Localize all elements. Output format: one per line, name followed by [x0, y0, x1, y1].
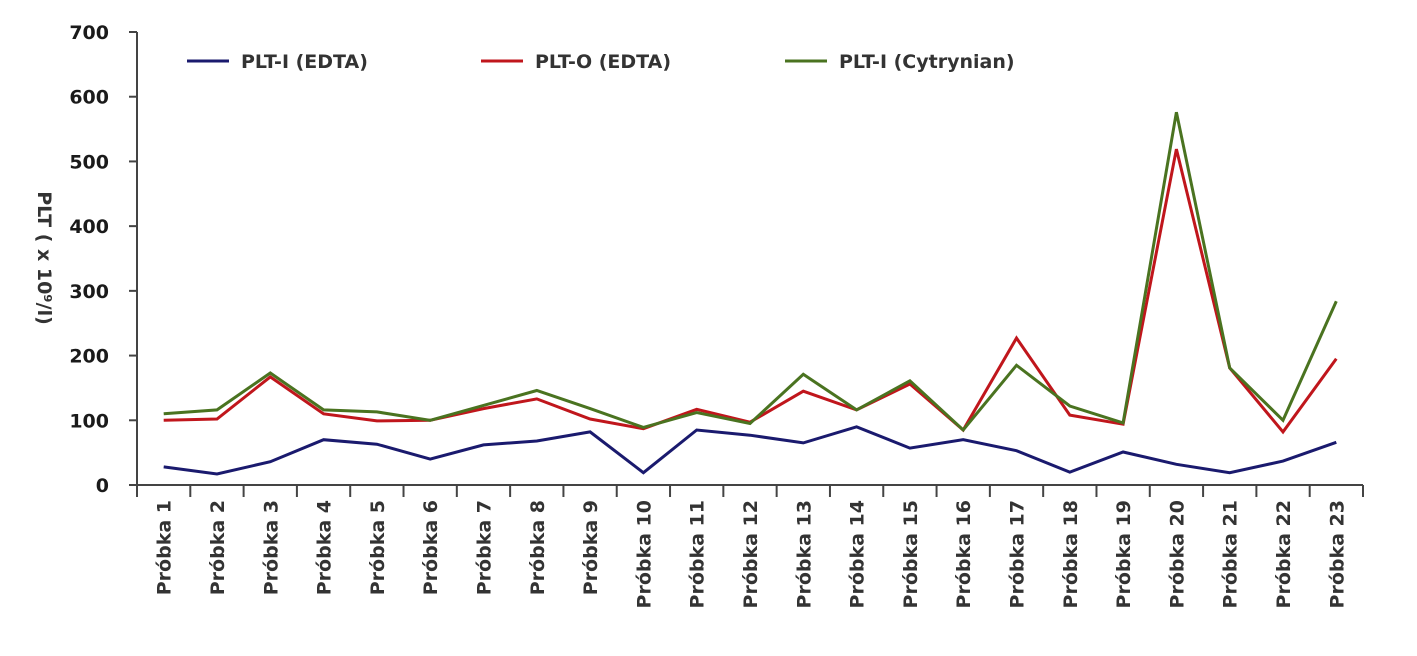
- y-tick-label: 100: [69, 410, 109, 432]
- y-tick-label: 200: [69, 346, 109, 368]
- x-tick-label: Próbka 5: [367, 500, 389, 595]
- x-tick-label: Próbka 18: [1060, 500, 1082, 608]
- y-tick-label: 300: [69, 281, 109, 303]
- x-tick-label: Próbka 16: [953, 500, 975, 608]
- y-axis-label: PLT ( x 10⁹/l): [33, 191, 55, 325]
- x-tick-label: Próbka 7: [473, 500, 495, 595]
- x-tick-label: Próbka 11: [687, 500, 709, 608]
- x-tick-label: Próbka 20: [1166, 500, 1188, 608]
- series-line-1: [163, 148, 1338, 435]
- y-tick-label: 500: [69, 151, 109, 173]
- series-line-2: [163, 111, 1338, 433]
- x-tick-label: Próbka 10: [633, 500, 655, 608]
- legend-label: PLT-O (EDTA): [535, 51, 671, 73]
- x-tick-label: Próbka 9: [580, 500, 602, 595]
- x-tick-label: Próbka 1: [154, 500, 176, 595]
- x-tick-label: Próbka 19: [1113, 500, 1135, 608]
- x-tick-label: Próbka 22: [1273, 500, 1295, 608]
- x-tick-label: Próbka 13: [793, 500, 815, 608]
- axes: [136, 32, 1363, 486]
- legend: PLT-I (EDTA) PLT-O (EDTA) PLT-I (Cytrynian…: [187, 51, 1015, 73]
- legend-label: PLT-I (EDTA): [241, 51, 368, 73]
- x-tick-label: Próbka 12: [740, 500, 762, 608]
- y-tick-label: 0: [96, 475, 109, 497]
- x-tick-label: Próbka 14: [847, 500, 869, 608]
- x-tick-label: Próbka 15: [900, 500, 922, 608]
- y-tick-label: 400: [69, 216, 109, 238]
- x-tick-label: Próbka 8: [527, 500, 549, 595]
- y-tick-label: 600: [69, 87, 109, 109]
- series-line-0: [163, 425, 1337, 476]
- x-tick-label: Próbka 2: [207, 500, 229, 595]
- x-tick-label: Próbka 6: [420, 500, 442, 595]
- x-tick-label: Próbka 3: [260, 500, 282, 595]
- x-tick-label: Próbka 4: [314, 500, 336, 595]
- y-tick-label: 700: [69, 22, 109, 44]
- x-tick-label: Próbka 23: [1326, 500, 1348, 608]
- legend-label: PLT-I (Cytrynian): [839, 51, 1015, 73]
- x-ticks: Próbka 1 Próbka 2 Próbka 3 Próbka 4 Próbka 5…: [136, 485, 1364, 608]
- series-lines: [163, 111, 1338, 476]
- y-ticks: 0 100 200 300 400 500 600 700: [69, 22, 137, 497]
- x-tick-label: Próbka 17: [1007, 500, 1029, 608]
- x-tick-label: Próbka 21: [1220, 500, 1242, 608]
